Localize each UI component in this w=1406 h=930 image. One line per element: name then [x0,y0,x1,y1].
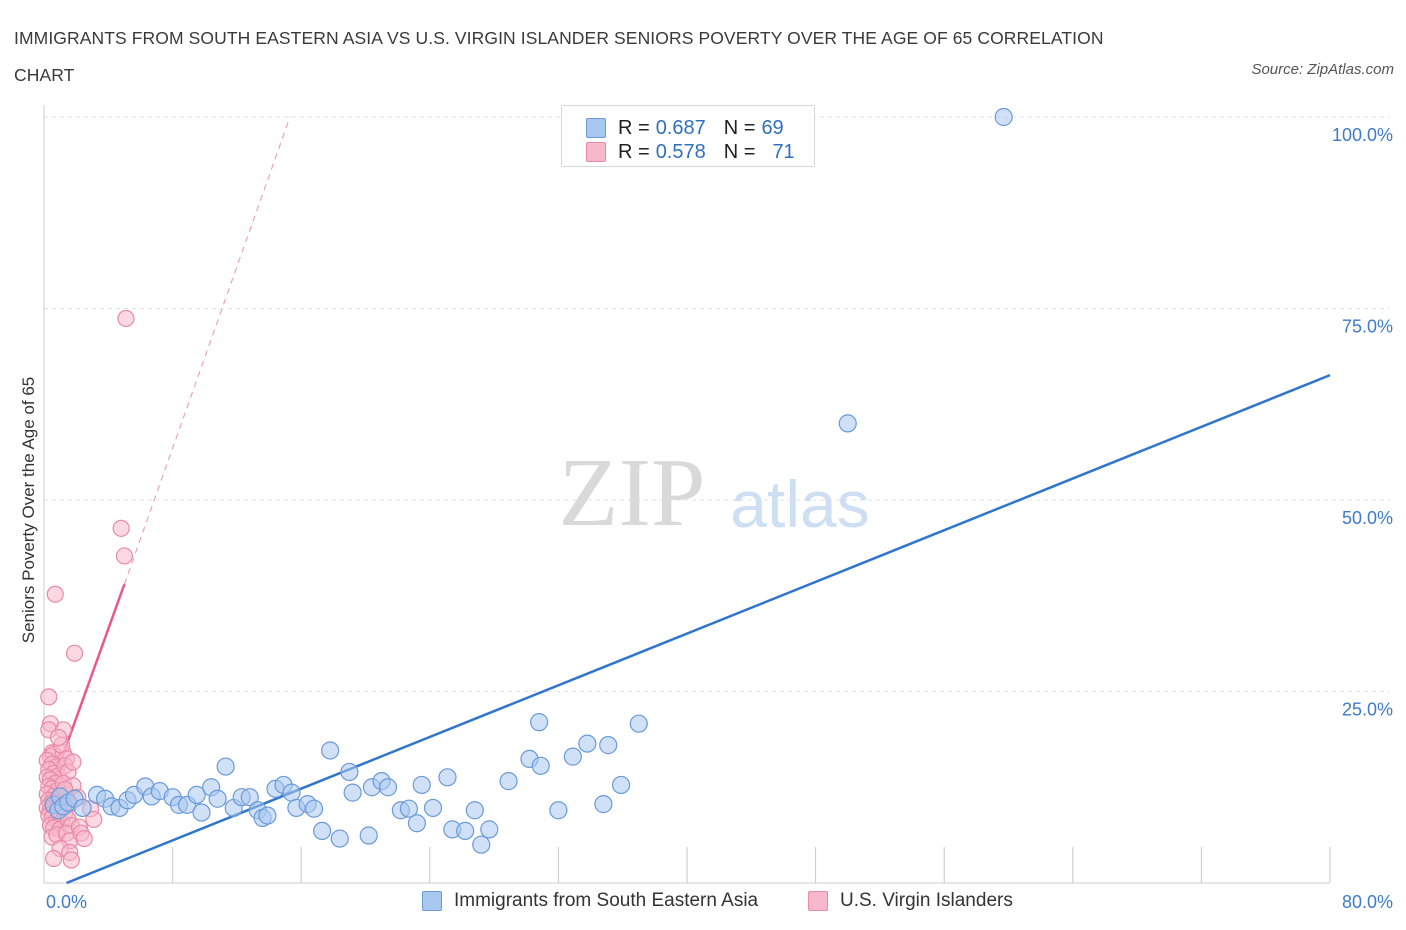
data-point-immigrants [312,821,332,841]
data-point-immigrants [192,803,211,822]
data-point-immigrants [531,756,550,775]
watermark-zip: ZIP [559,439,706,547]
data-point-virgin-islanders [75,829,93,848]
data-point-immigrants [73,798,92,818]
y-axis-label: Seniors Poverty Over the Age of 65 [19,377,38,643]
chart-title: IMMIGRANTS FROM SOUTH EASTERN ASIA VS U.… [14,28,1104,85]
data-point-immigrants [578,734,597,753]
grid-layer [44,116,1390,692]
data-point-immigrants [187,785,206,805]
legend-label-virgin-islanders: U.S. Virgin Islanders [840,890,1013,911]
legend-n-label: N = [723,140,756,163]
y-tick-label: 75.0% [1342,317,1393,337]
data-point-immigrants [359,826,378,845]
data-point-immigrants [438,768,457,787]
data-point-immigrants [208,789,227,808]
legend-r-value: 0.687 [655,116,706,139]
data-point-immigrants [594,795,613,814]
data-point-immigrants [321,741,340,760]
data-point-immigrants [599,736,618,755]
data-point-immigrants [480,820,499,839]
data-point-immigrants [330,829,349,848]
x-tick-label: 80.0% [1342,892,1393,912]
y-tick-label: 100.0% [1332,125,1393,145]
data-point-virgin-islanders [117,309,135,328]
data-point-virgin-islanders [65,644,84,662]
data-point-immigrants [499,772,518,791]
legend-r-label: R = [618,116,650,139]
data-point-immigrants [412,775,431,795]
data-point-immigrants [240,788,259,807]
watermark: ZIP atlas [559,439,870,547]
data-point-immigrants [629,714,648,733]
data-point-immigrants [407,814,427,833]
y-tick-label: 25.0% [1342,700,1393,720]
data-point-immigrants [282,783,301,802]
data-point-immigrants [456,821,475,841]
data-point-immigrants [994,107,1013,127]
data-point-immigrants [563,747,582,766]
data-point-virgin-islanders [40,688,58,706]
data-point-immigrants [340,762,359,782]
data-point-virgin-islanders [115,547,133,565]
legend-item-immigrants[interactable]: Immigrants from South Eastern Asia [422,890,758,912]
data-point-virgin-islanders [49,728,68,747]
data-point-virgin-islanders [62,851,80,869]
legend-n-value: 71 [772,140,795,163]
data-point-virgin-islanders [46,585,64,603]
legend-swatch-pink [586,142,606,162]
data-point-immigrants [611,775,631,795]
legend-stats-row-blue: R = 0.687 N = 69 [586,115,784,141]
data-point-virgin-islanders [45,849,63,868]
trend-line-immigrants [66,373,1331,885]
trend-line-virgin-islanders-extended [123,116,291,585]
legend-r-value: 0.578 [655,140,706,163]
data-point-virgin-islanders [85,810,103,829]
data-point-immigrants [378,778,398,797]
data-point-immigrants [216,757,235,776]
label-layer: 25.0% 50.0% 75.0% 100.0% 0.0% 80.0% Seniors Po… [19,125,1393,912]
data-point-immigrants [472,835,491,854]
legend-swatch-pink [808,891,828,911]
data-point-immigrants [343,783,362,802]
data-point-virgin-islanders [64,753,82,771]
data-point-immigrants [838,414,857,433]
legend-swatch-blue [422,891,442,911]
data-point-immigrants [399,799,419,818]
y-tick-label: 50.0% [1342,508,1393,528]
source-label: Source: ZipAtlas.com [1251,61,1394,78]
legend-label-immigrants: Immigrants from South Eastern Asia [454,890,759,911]
x-tick-label: 0.0% [46,892,87,912]
legend-r-label: R = [618,140,650,163]
legend-n-label: N = [723,116,756,139]
data-point-virgin-islanders [112,519,130,537]
data-point-immigrants [304,799,324,818]
points-layer [38,107,1013,869]
legend-swatch-blue [586,118,606,138]
legend-stats-row-pink: R = 0.578 N = 71 [586,139,795,165]
data-point-immigrants [423,798,443,818]
legend-n-value: 69 [761,116,784,139]
legend-series: Immigrants from South Eastern Asia U.S. … [0,888,1406,916]
data-point-immigrants [530,713,549,732]
legend-item-virgin-islanders[interactable]: U.S. Virgin Islanders [808,890,1013,912]
legend-stats: R = 0.687 N = 69 R = 0.578 N = 71 [561,105,815,167]
data-point-immigrants [465,801,484,820]
data-point-immigrants [258,806,277,825]
watermark-atlas: atlas [730,467,869,541]
data-point-immigrants [549,801,568,820]
